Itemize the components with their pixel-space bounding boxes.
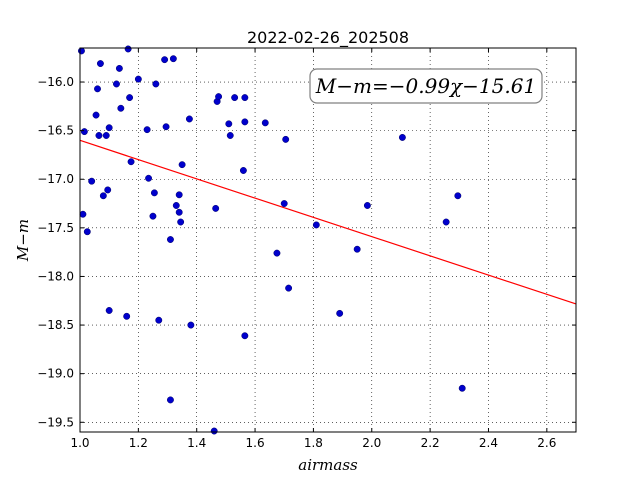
data-point — [175, 208, 183, 216]
axis-ticks: 1.0 1.2 1.4 1.6 1.8 2.0 2.2 2.4 2.6 −16.0 −16.5 −17… — [37, 48, 576, 450]
y-tick-label: −19.5 — [37, 415, 74, 429]
x-tick-label: 2.6 — [537, 436, 556, 450]
data-point — [105, 124, 113, 132]
data-point — [88, 177, 96, 185]
x-tick-label: 2.4 — [479, 436, 498, 450]
data-point — [161, 56, 169, 64]
x-tick-label: 1.0 — [70, 436, 89, 450]
fit-annotation: M−m=−0.99χ−15.61 — [309, 68, 543, 104]
data-point — [104, 186, 112, 194]
data-point — [187, 321, 195, 329]
data-point — [80, 128, 88, 136]
data-point — [454, 192, 462, 200]
data-point — [239, 167, 247, 174]
y-tick-label: −18.5 — [37, 318, 74, 332]
data-point — [113, 80, 120, 88]
data-point — [105, 307, 113, 314]
data-point — [336, 309, 344, 317]
annotation-box — [309, 68, 543, 104]
data-point — [363, 202, 371, 209]
data-point — [231, 94, 239, 102]
data-point — [261, 119, 269, 127]
data-point — [166, 396, 174, 404]
y-tick-label: −19.0 — [37, 367, 74, 381]
data-point — [79, 210, 87, 218]
data-point — [126, 94, 134, 102]
chart-title: 2022-02-26_202508 — [247, 28, 409, 48]
data-point — [398, 133, 406, 141]
y-axis-label: M−m — [14, 219, 32, 262]
data-point — [143, 126, 151, 134]
data-point — [102, 132, 110, 139]
data-point — [149, 212, 157, 220]
y-tick-label: −17.5 — [37, 221, 74, 235]
y-tick-label: −16.5 — [37, 124, 74, 138]
data-point — [96, 60, 104, 68]
data-point — [155, 316, 163, 324]
data-point — [94, 85, 101, 93]
plot-area-frame — [79, 47, 577, 433]
y-tick-label: −17.0 — [37, 172, 74, 186]
data-point — [215, 93, 223, 101]
data-point — [273, 249, 281, 257]
grid — [79, 48, 576, 432]
data-point — [78, 47, 85, 55]
data-point — [99, 192, 107, 200]
data-point — [92, 111, 100, 119]
data-point — [212, 204, 220, 212]
data-point — [225, 120, 233, 128]
data-point — [124, 45, 132, 53]
data-point — [134, 75, 142, 83]
data-point — [175, 191, 183, 199]
data-point — [458, 384, 466, 392]
annotation-text: M−m=−0.99χ−15.61 — [315, 74, 536, 98]
data-point — [282, 135, 290, 143]
data-point — [177, 218, 185, 226]
data-point — [185, 115, 193, 123]
data-point — [127, 158, 135, 166]
data-point — [152, 80, 160, 88]
data-point — [178, 161, 186, 169]
data-point — [115, 64, 123, 72]
fit-line-layer — [79, 139, 577, 305]
x-tick-label: 2.0 — [362, 436, 381, 450]
data-point — [280, 200, 288, 207]
data-point — [169, 55, 177, 63]
data-point — [312, 221, 320, 229]
data-point — [210, 427, 218, 435]
data-points — [78, 45, 466, 435]
y-tick-label: −18.0 — [37, 269, 74, 283]
data-point — [226, 132, 234, 139]
data-point — [162, 123, 170, 131]
fit-line — [79, 139, 577, 305]
x-tick-label: 1.4 — [187, 436, 206, 450]
data-point — [285, 284, 293, 292]
data-point — [241, 118, 249, 126]
x-tick-label: 1.6 — [246, 436, 265, 450]
data-point — [353, 245, 361, 253]
data-point — [145, 174, 153, 182]
data-point — [241, 94, 249, 102]
data-point — [95, 132, 103, 139]
x-tick-label: 1.2 — [129, 436, 148, 450]
data-point — [150, 189, 158, 197]
data-point — [166, 236, 174, 243]
y-tick-label: −16.0 — [37, 75, 74, 89]
data-point — [172, 202, 180, 209]
data-point — [83, 228, 91, 236]
x-tick-label: 1.8 — [304, 436, 323, 450]
data-point — [123, 312, 131, 320]
data-point — [241, 332, 249, 340]
x-axis-label: airmass — [298, 456, 358, 474]
data-point — [117, 104, 125, 112]
data-point — [442, 218, 450, 226]
x-tick-label: 2.2 — [421, 436, 440, 450]
